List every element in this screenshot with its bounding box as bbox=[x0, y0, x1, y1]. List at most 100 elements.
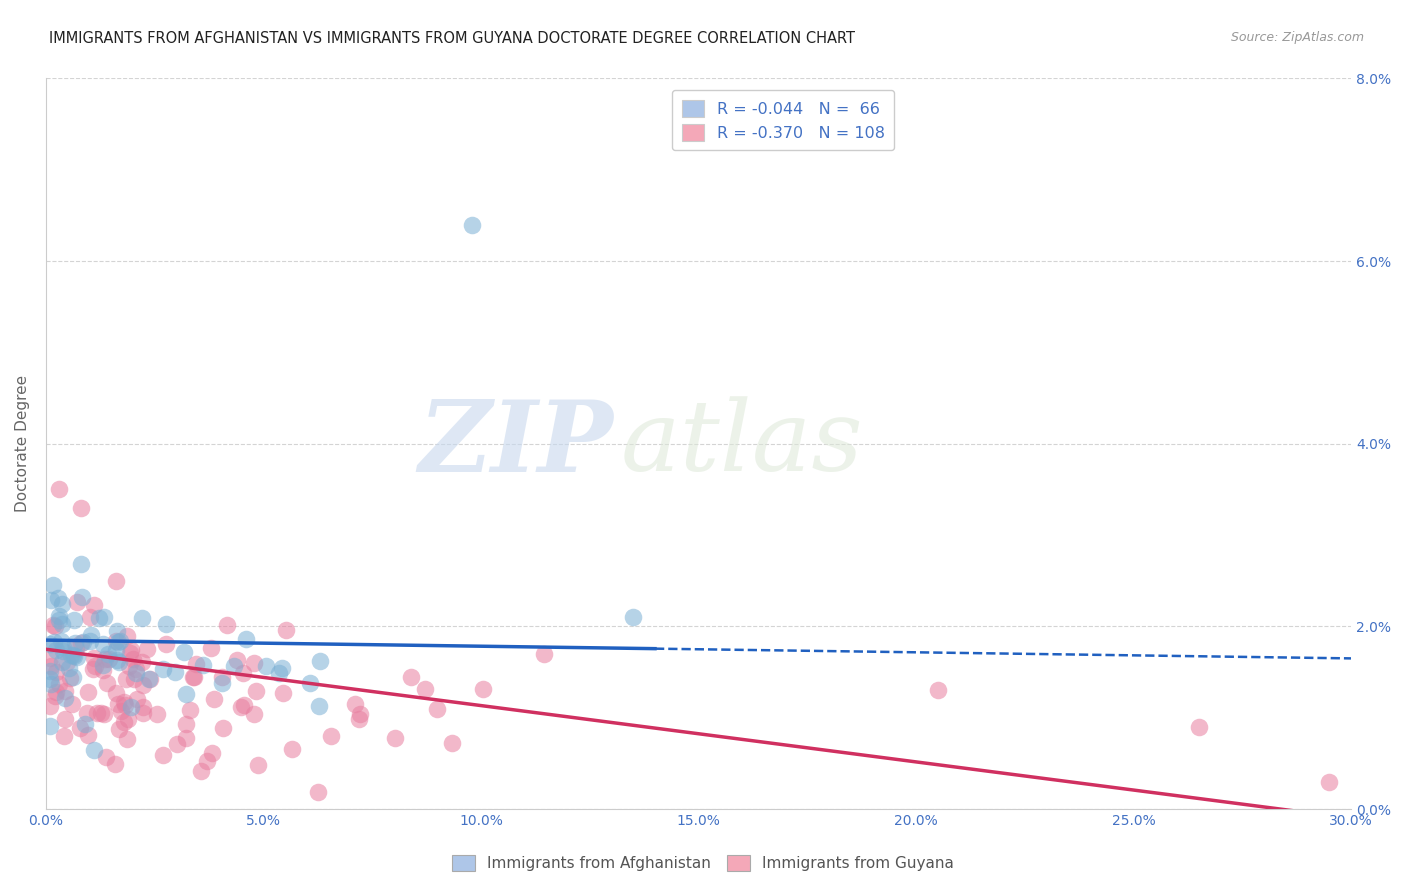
Point bbox=[39, 673, 62, 687]
Point bbox=[117, 712, 139, 726]
Point bbox=[73, 717, 96, 731]
Point bbox=[120, 643, 142, 657]
Point bbox=[242, 656, 264, 670]
Point bbox=[45, 643, 67, 657]
Text: Source: ZipAtlas.com: Source: ZipAtlas.com bbox=[1230, 31, 1364, 45]
Point bbox=[533, 647, 555, 661]
Point bbox=[105, 653, 128, 667]
Legend: Immigrants from Afghanistan, Immigrants from Guyana: Immigrants from Afghanistan, Immigrants … bbox=[446, 849, 960, 877]
Point bbox=[96, 676, 118, 690]
Point bbox=[51, 656, 73, 670]
Point bbox=[211, 676, 233, 690]
Point bbox=[222, 658, 245, 673]
Point bbox=[472, 681, 495, 696]
Point bbox=[131, 611, 153, 625]
Point bbox=[53, 730, 76, 744]
Point bbox=[461, 218, 484, 232]
Point bbox=[79, 633, 101, 648]
Point bbox=[93, 637, 115, 651]
Point bbox=[232, 698, 254, 712]
Point bbox=[131, 655, 153, 669]
Point bbox=[39, 651, 62, 665]
Point bbox=[245, 684, 267, 698]
Point bbox=[107, 723, 129, 737]
Point bbox=[273, 686, 295, 700]
Point bbox=[309, 654, 332, 668]
Point bbox=[308, 698, 330, 713]
Point bbox=[243, 707, 266, 722]
Point bbox=[267, 665, 290, 680]
Point bbox=[55, 655, 77, 669]
Point bbox=[44, 618, 66, 632]
Point bbox=[146, 706, 169, 721]
Point bbox=[107, 634, 129, 648]
Point bbox=[114, 698, 136, 712]
Point bbox=[84, 659, 107, 673]
Point bbox=[104, 686, 127, 700]
Point bbox=[122, 672, 145, 686]
Point bbox=[65, 636, 87, 650]
Point bbox=[48, 609, 70, 624]
Point bbox=[211, 721, 233, 735]
Point bbox=[44, 689, 66, 703]
Point bbox=[112, 715, 135, 730]
Point bbox=[58, 671, 80, 685]
Point bbox=[60, 698, 83, 712]
Point bbox=[83, 598, 105, 612]
Point bbox=[83, 742, 105, 756]
Point bbox=[1317, 774, 1340, 789]
Point bbox=[152, 662, 174, 676]
Point bbox=[63, 649, 86, 664]
Point bbox=[165, 665, 187, 680]
Point bbox=[184, 657, 207, 672]
Point bbox=[69, 557, 91, 571]
Point bbox=[621, 610, 644, 624]
Point bbox=[131, 706, 153, 720]
Point bbox=[125, 662, 148, 676]
Point bbox=[235, 632, 257, 646]
Point bbox=[120, 646, 142, 660]
Point bbox=[96, 750, 118, 764]
Point bbox=[59, 648, 82, 662]
Point bbox=[155, 637, 177, 651]
Point bbox=[174, 717, 197, 731]
Point bbox=[97, 652, 120, 666]
Point bbox=[108, 633, 131, 648]
Point bbox=[72, 635, 94, 649]
Point bbox=[276, 623, 298, 637]
Text: atlas: atlas bbox=[620, 396, 863, 491]
Point bbox=[42, 635, 65, 649]
Point bbox=[83, 650, 105, 665]
Point bbox=[80, 628, 103, 642]
Point bbox=[231, 666, 253, 681]
Point bbox=[132, 678, 155, 692]
Point bbox=[193, 658, 215, 673]
Point bbox=[93, 706, 115, 721]
Point bbox=[347, 712, 370, 726]
Point bbox=[281, 742, 304, 756]
Point bbox=[138, 672, 160, 686]
Point bbox=[89, 611, 111, 625]
Point bbox=[91, 657, 114, 672]
Point bbox=[108, 655, 131, 669]
Text: ZIP: ZIP bbox=[419, 395, 613, 492]
Point bbox=[97, 647, 120, 661]
Point bbox=[39, 698, 62, 713]
Point bbox=[166, 737, 188, 751]
Point bbox=[319, 729, 342, 743]
Y-axis label: Doctorate Degree: Doctorate Degree bbox=[15, 376, 30, 512]
Point bbox=[121, 652, 143, 666]
Point bbox=[70, 590, 93, 604]
Point bbox=[45, 665, 67, 680]
Point bbox=[200, 641, 222, 656]
Point bbox=[69, 721, 91, 735]
Point bbox=[77, 728, 100, 742]
Point bbox=[270, 661, 292, 675]
Point bbox=[82, 662, 104, 676]
Point bbox=[104, 633, 127, 648]
Point bbox=[115, 732, 138, 747]
Point bbox=[135, 642, 157, 657]
Point bbox=[131, 700, 153, 714]
Point bbox=[104, 574, 127, 588]
Point bbox=[45, 684, 67, 698]
